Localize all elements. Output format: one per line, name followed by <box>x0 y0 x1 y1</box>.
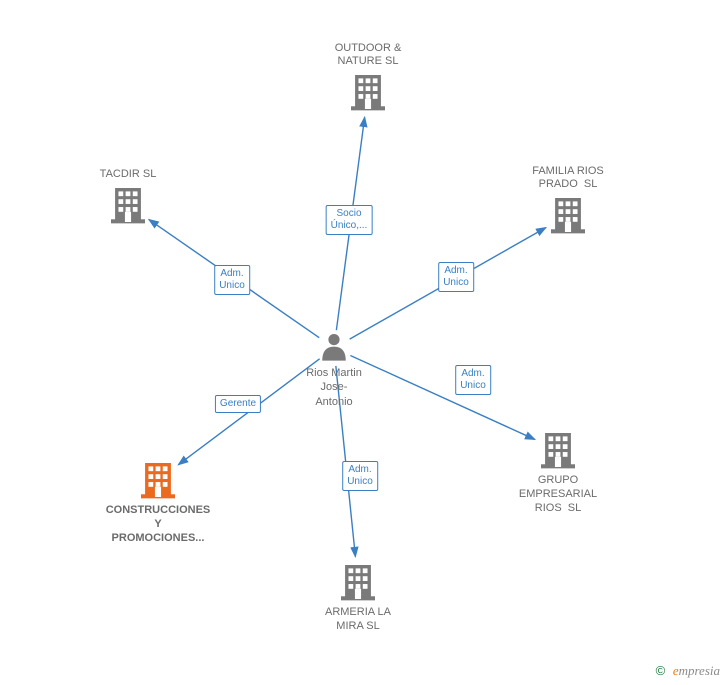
edge-label: Adm. Unico <box>342 461 378 491</box>
watermark: © empresia <box>656 663 720 679</box>
network-canvas <box>0 0 728 685</box>
node-label: CONSTRUCCIONES Y PROMOCIONES... <box>98 504 218 545</box>
building-icon <box>541 433 575 468</box>
edge-label: Adm. Unico <box>438 262 474 292</box>
copyright-symbol: © <box>656 663 666 678</box>
node-label: FAMILIA RIOS PRADO SL <box>508 165 628 193</box>
node-label: OUTDOOR & NATURE SL <box>308 42 428 70</box>
edge-label: Socio Único,... <box>326 205 373 235</box>
edge-label: Adm. Unico <box>214 265 250 295</box>
center-node-label: Rios Martin Jose- Antonio <box>284 366 384 409</box>
building-icon <box>111 188 145 223</box>
brand-name: mpresia <box>679 663 720 678</box>
node-label: TACDIR SL <box>68 168 188 182</box>
building-icon <box>551 198 585 233</box>
node-label: GRUPO EMPRESARIAL RIOS SL <box>498 474 618 515</box>
edge-label: Gerente <box>215 395 261 413</box>
building-icon <box>341 565 375 600</box>
edge-label: Adm. Unico <box>455 365 491 395</box>
building-icon <box>351 75 385 110</box>
building-icon <box>141 463 175 498</box>
node-label: ARMERIA LA MIRA SL <box>298 606 418 634</box>
person-icon <box>322 334 346 361</box>
